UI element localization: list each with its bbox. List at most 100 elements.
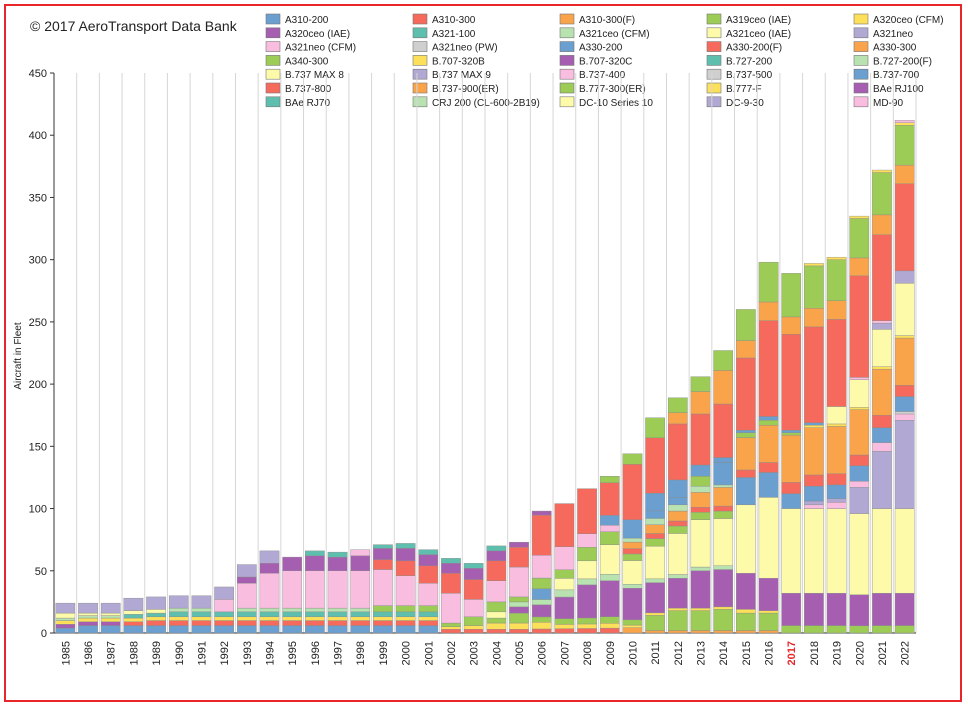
bar-segment <box>531 577 552 589</box>
legend-item: B.737-700 <box>853 68 920 81</box>
bar-stack <box>690 376 711 634</box>
legend-swatch <box>412 96 428 108</box>
bar-segment <box>758 578 779 611</box>
bar-segment <box>599 627 620 634</box>
bar-segment <box>690 566 711 571</box>
bar-segment <box>146 620 166 626</box>
bar-segment <box>327 625 348 634</box>
bar-segment <box>463 616 484 626</box>
bar-segment <box>395 625 416 634</box>
bar-segment <box>123 617 144 622</box>
bar-segment <box>78 612 98 616</box>
bar-segment <box>736 437 756 471</box>
bar-segment <box>191 620 212 626</box>
bar-segment <box>690 376 711 392</box>
bar-segment <box>826 300 847 320</box>
bar-segment <box>804 625 824 634</box>
bar-stack <box>350 549 371 634</box>
bar-segment <box>872 169 892 173</box>
legend-label: A320ceo (CFM) <box>873 15 944 26</box>
bar-segment <box>395 611 416 618</box>
bar-segment <box>622 548 643 555</box>
legend-item: A320ceo (IAE) <box>265 27 350 40</box>
x-tick-label: 2014 <box>718 641 730 665</box>
bar-segment <box>55 624 76 629</box>
bar-segment <box>758 610 779 614</box>
bar-segment <box>327 611 348 618</box>
bar-stack <box>236 564 257 634</box>
bar-stack <box>168 595 189 634</box>
bar-segment <box>645 510 665 519</box>
bar-stack <box>282 556 303 634</box>
legend-label: B.737-700 <box>873 70 920 81</box>
bar-segment <box>667 479 688 498</box>
bar-segment <box>622 519 643 539</box>
x-tick-label: 1997 <box>333 641 345 665</box>
bar-segment <box>577 533 597 548</box>
bar-segment <box>531 510 552 516</box>
legend-item: DC-9-30 <box>706 96 764 109</box>
bar-segment <box>690 570 711 609</box>
bar-segment <box>781 316 802 335</box>
bar-segment <box>713 518 734 566</box>
legend-item: A330-200(F) <box>706 41 782 54</box>
bar-segment <box>554 618 575 625</box>
bar-segment <box>849 379 870 408</box>
bar-segment <box>872 442 892 452</box>
legend-item: CRJ 200 (CL-600-2B19) <box>412 96 540 109</box>
bar-segment <box>894 122 915 126</box>
bar-segment <box>486 617 507 624</box>
bar-segment <box>554 589 575 598</box>
bar-segment <box>100 617 121 622</box>
bar-stack <box>804 263 824 634</box>
bar-segment <box>736 309 756 341</box>
legend-item: A321-100 <box>412 27 476 40</box>
bar-segment <box>894 164 915 184</box>
legend-swatch <box>412 41 428 52</box>
bar-segment <box>667 630 688 634</box>
bar-segment <box>463 599 484 618</box>
copyright-text: © 2017 AeroTransport Data Bank <box>30 18 238 34</box>
x-tick-label: 1987 <box>106 641 118 665</box>
bar-segment <box>758 416 779 421</box>
legend-item: B.777-F <box>706 82 762 95</box>
bar-segment <box>123 625 144 634</box>
bar-stack <box>713 350 734 634</box>
bar-segment <box>486 629 507 634</box>
bar-segment <box>690 512 711 520</box>
bar-segment <box>645 612 665 616</box>
bar-segment <box>100 625 121 634</box>
legend-swatch <box>853 82 869 94</box>
bar-segment <box>509 606 529 614</box>
bar-segment <box>872 508 892 594</box>
legend-swatch <box>706 68 722 80</box>
bar-segment <box>622 619 643 626</box>
legend-swatch <box>412 55 428 66</box>
bar-segment <box>736 469 756 478</box>
bar-segment <box>667 578 688 609</box>
bar-segment <box>191 616 212 621</box>
bar-segment <box>690 464 711 477</box>
bar-segment <box>872 329 892 367</box>
bar-segment <box>599 515 620 526</box>
bar-segment <box>305 550 325 557</box>
legend-label: A310-300 <box>432 15 476 26</box>
bar-segment <box>826 426 847 474</box>
bar-segment <box>599 580 620 617</box>
x-tick-label: 2012 <box>673 641 685 665</box>
y-tick-label: 100 <box>29 504 47 516</box>
bar-segment <box>849 625 870 634</box>
bar-segment <box>599 616 620 624</box>
bar-segment <box>577 578 597 586</box>
bar-segment <box>894 335 915 339</box>
legend-item: A321ceo (CFM) <box>559 27 650 40</box>
bar-segment <box>509 596 529 603</box>
legend-label: B.727-200(F) <box>873 56 932 67</box>
bar-segment <box>645 582 665 614</box>
legend-label: MD-90 <box>873 98 903 109</box>
bar-segment <box>146 625 166 634</box>
bar-segment <box>758 630 779 634</box>
legend-item: MD-90 <box>853 96 903 109</box>
bar-segment <box>804 508 824 594</box>
bar-segment <box>781 508 802 594</box>
